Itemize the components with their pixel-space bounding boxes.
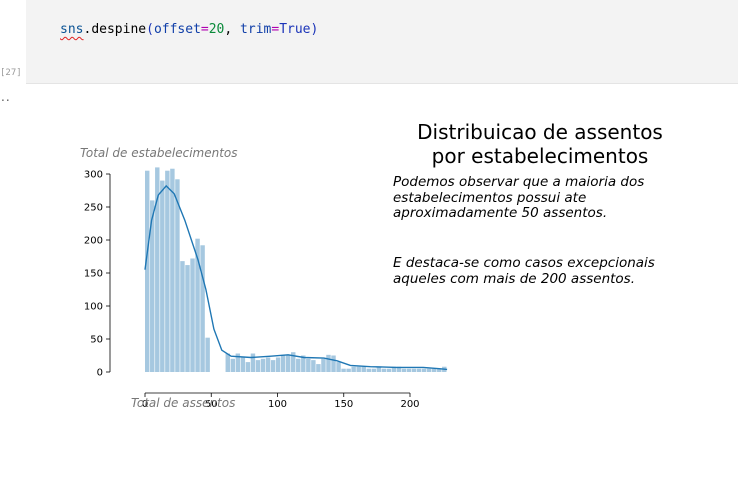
output-collapse-toggle[interactable]: .. xyxy=(1,90,11,104)
code-token-equals-2: = xyxy=(271,22,280,37)
chart-title-line-2: por estabelecimentos xyxy=(431,144,649,168)
histogram-bar xyxy=(437,368,442,372)
histogram-bar xyxy=(255,360,261,372)
histogram-bar xyxy=(185,265,190,372)
histogram-bar xyxy=(406,368,412,372)
histogram-bar xyxy=(150,200,155,372)
histogram-bar xyxy=(361,366,366,372)
histogram-bar xyxy=(280,355,286,372)
histogram-bar xyxy=(296,358,301,372)
code-line[interactable]: sns.despine(offset=20, trim=True) xyxy=(60,22,318,37)
histogram-bar xyxy=(275,357,281,372)
y-tick-label: 0 xyxy=(97,368,103,379)
code-token-true: True xyxy=(279,22,311,37)
histogram-bar xyxy=(230,358,236,372)
histogram-bar xyxy=(205,337,210,372)
histogram-bar xyxy=(235,353,241,372)
x-tick-label: 200 xyxy=(400,399,419,410)
histogram-bar xyxy=(321,358,326,372)
y-tick-label: 150 xyxy=(84,269,103,280)
code-token-arg-trim: trim xyxy=(240,22,272,37)
histogram-bar xyxy=(306,358,311,372)
histogram-bar xyxy=(336,362,341,372)
histogram-bar xyxy=(371,368,377,372)
chart-title: Distribuicao de assentos por estabelecim… xyxy=(380,120,700,168)
code-token-arg-offset: offset xyxy=(153,22,201,37)
histogram-bar xyxy=(145,170,150,372)
x-tick-label: 150 xyxy=(334,399,353,410)
x-tick-label: 100 xyxy=(268,399,287,410)
histogram-bar xyxy=(351,366,356,372)
histogram-bar xyxy=(190,258,195,372)
y-axis-label: Total de estabelecimentos xyxy=(80,146,238,160)
histogram-bar xyxy=(386,368,392,372)
chart-title-line-1: Distribuicao de assentos xyxy=(417,120,663,144)
kde-line xyxy=(144,184,448,371)
histogram-bar xyxy=(160,180,165,372)
histogram-bar xyxy=(265,357,271,372)
histogram-bar xyxy=(250,353,256,372)
histogram-bar xyxy=(366,368,371,372)
code-token-function: despine xyxy=(91,22,147,37)
histogram-bar xyxy=(165,170,170,372)
histogram-bar xyxy=(346,368,351,372)
histogram-bar xyxy=(396,366,402,372)
x-tick-label: 0 xyxy=(142,399,148,410)
y-tick-label: 200 xyxy=(84,236,103,247)
histogram-bar xyxy=(421,368,427,372)
histogram-bar xyxy=(431,368,437,372)
code-token-equals: = xyxy=(200,22,209,37)
annotation-majority: Podemos observar que a maioria dos estab… xyxy=(393,174,645,221)
code-token-number: 20 xyxy=(208,22,225,37)
histogram-bar xyxy=(291,352,296,372)
histogram-bar xyxy=(195,238,200,372)
code-cell[interactable]: sns.despine(offset=20, trim=True) [27] xyxy=(0,0,738,84)
code-token-module: sns xyxy=(60,22,84,37)
histogram-bar xyxy=(341,368,346,372)
code-token-dot: . xyxy=(83,22,92,37)
histogram-bar xyxy=(331,355,336,372)
code-token-paren-open: ( xyxy=(146,22,154,37)
histogram-bar xyxy=(155,167,160,372)
histogram-bar xyxy=(411,368,417,372)
histogram-bar xyxy=(326,354,331,372)
x-tick-label: 50 xyxy=(205,399,218,410)
histogram-bar xyxy=(170,168,175,372)
histogram-bar xyxy=(240,357,246,372)
histogram-bar xyxy=(260,358,266,372)
y-tick-label: 300 xyxy=(84,170,103,181)
histogram-bar xyxy=(401,368,407,372)
histogram-bar xyxy=(416,368,422,372)
execution-count: [27] xyxy=(0,68,22,78)
code-editor[interactable]: sns.despine(offset=20, trim=True) xyxy=(26,0,738,84)
x-axis-label: Total de assentos xyxy=(131,396,235,410)
histogram-bar xyxy=(316,364,321,372)
histogram-bar xyxy=(381,368,387,372)
y-tick-label: 250 xyxy=(84,203,103,214)
histogram-bar xyxy=(225,353,230,372)
code-token-comma: , xyxy=(224,22,241,37)
histogram-bar xyxy=(270,360,276,372)
histogram-bar xyxy=(245,362,251,372)
histogram-bar xyxy=(426,368,432,372)
histogram-bar xyxy=(200,245,205,372)
histogram-bar xyxy=(391,366,397,372)
annotation-exceptions: E destaca-se como casos excepcionais aqu… xyxy=(393,255,655,287)
histogram-bar xyxy=(285,355,291,372)
code-token-paren-close: ) xyxy=(310,22,319,37)
y-tick-label: 50 xyxy=(90,335,103,346)
histogram-bar xyxy=(311,360,316,372)
histogram-chart: 0 50 100 150 200 250 300 0 50 100 150 200 Total de… xyxy=(80,146,448,410)
histogram-bar xyxy=(175,179,180,372)
histogram-bar xyxy=(301,355,306,372)
histogram-bar xyxy=(356,366,361,372)
y-tick-label: 100 xyxy=(84,302,103,313)
histogram-bar xyxy=(180,261,185,372)
histogram-bar xyxy=(376,366,382,372)
